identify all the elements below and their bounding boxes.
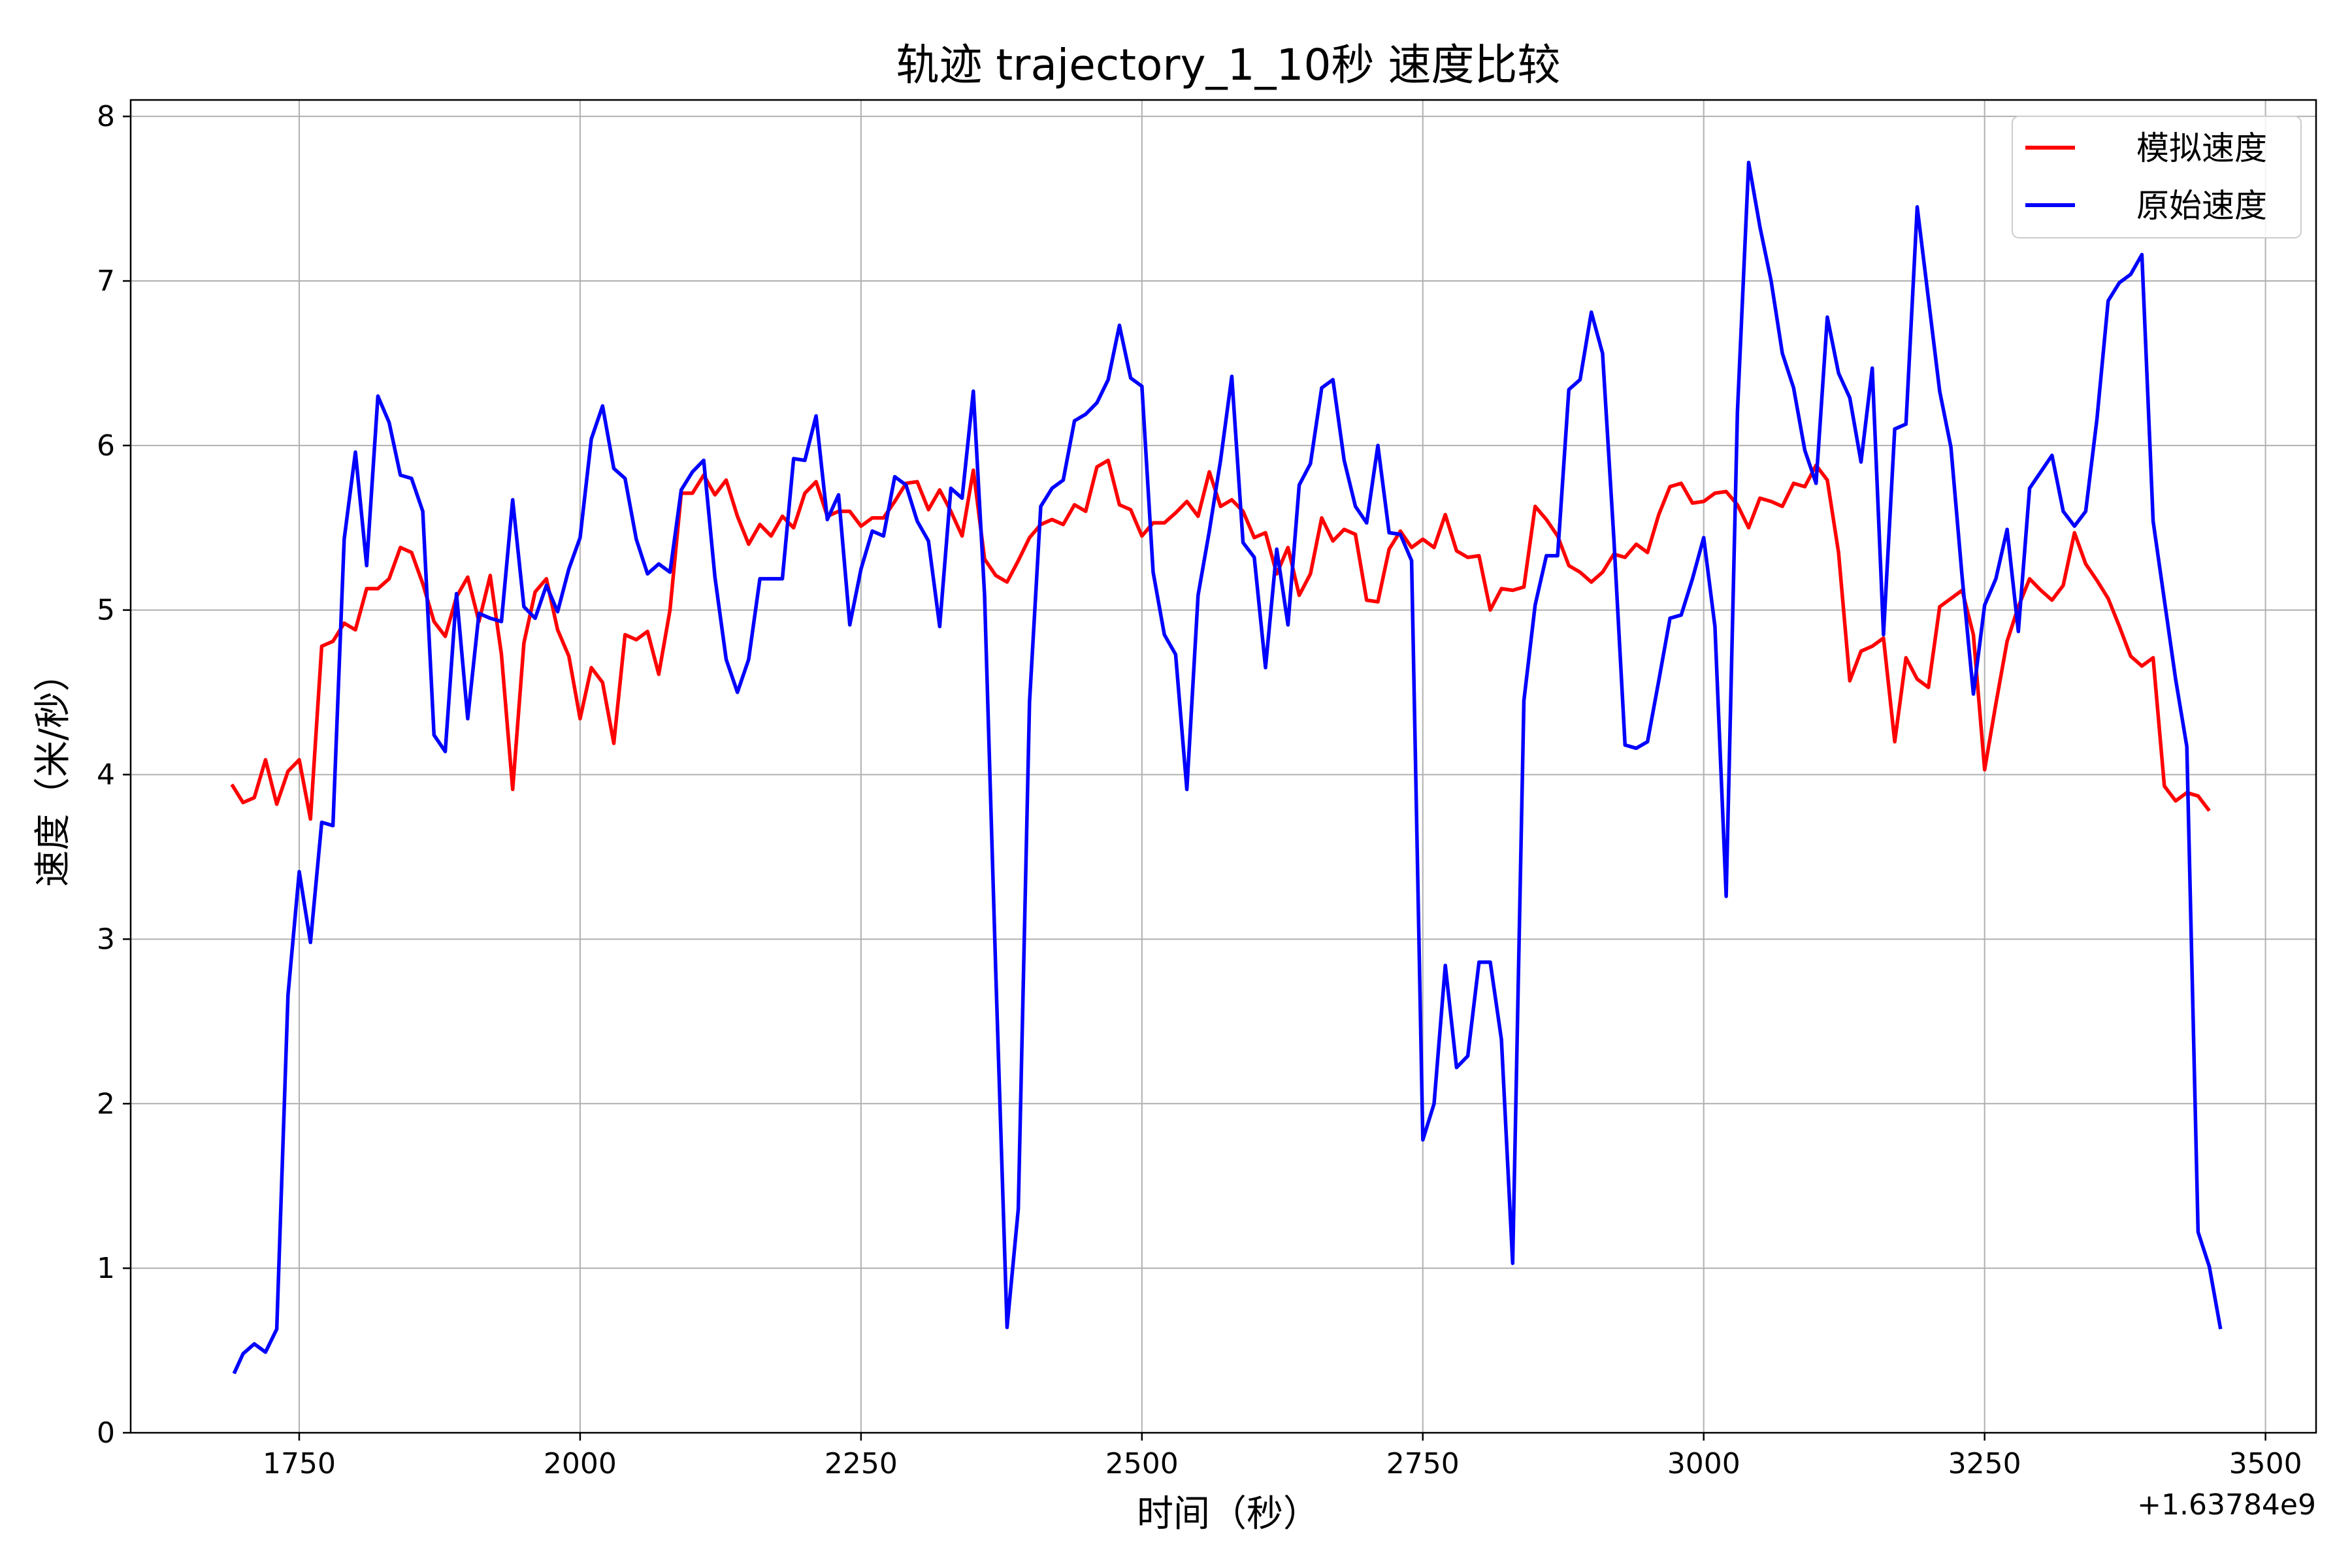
y-axis-label: 速度（米/秒） (32, 655, 74, 887)
series-layer (230, 160, 2223, 1375)
legend: 模拟速度 原始速度 (2012, 116, 2302, 238)
x-tick-label: 2000 (544, 1447, 617, 1480)
y-tick-label: 1 (97, 1252, 115, 1285)
y-tick-label: 8 (97, 100, 115, 133)
series-line-original-speed (232, 160, 2223, 1375)
y-tick-label: 4 (97, 759, 115, 792)
y-tick-label: 5 (97, 594, 115, 627)
x-tick-label: 3250 (1948, 1447, 2021, 1480)
series-line-simulated-speed (230, 458, 2211, 821)
x-tick-label: 2500 (1105, 1447, 1179, 1480)
x-tick-label: 3500 (2229, 1447, 2302, 1480)
x-axis-offset-label: +1.63784e9 (2137, 1488, 2316, 1522)
chart-title: 轨迹 trajectory_1_10秒 速度比较 (896, 40, 1560, 90)
x-tick-label: 2750 (1386, 1447, 1460, 1480)
legend-label-simulated: 模拟速度 (2136, 129, 2267, 167)
plot-frame (129, 99, 2317, 1434)
y-tick-label: 3 (97, 923, 115, 956)
x-tick-label: 3000 (1667, 1447, 1740, 1480)
x-tick-label: 2250 (825, 1447, 898, 1480)
legend-box (2012, 116, 2302, 238)
legend-label-original: 原始速度 (2136, 187, 2267, 225)
y-tick-label: 2 (97, 1087, 115, 1120)
x-tick-label: 1750 (263, 1447, 336, 1480)
grid-lines (131, 100, 2316, 1433)
y-tick-label: 6 (97, 429, 115, 463)
x-axis-ticks: 1750 2000 2250 2500 2750 3000 3250 3500 (263, 1433, 2302, 1480)
x-axis-label: 时间（秒） (1137, 1493, 1320, 1535)
y-tick-label: 0 (97, 1416, 115, 1450)
y-tick-label: 7 (97, 265, 115, 298)
y-axis-ticks: 0 1 2 3 4 5 6 7 8 (97, 100, 131, 1450)
